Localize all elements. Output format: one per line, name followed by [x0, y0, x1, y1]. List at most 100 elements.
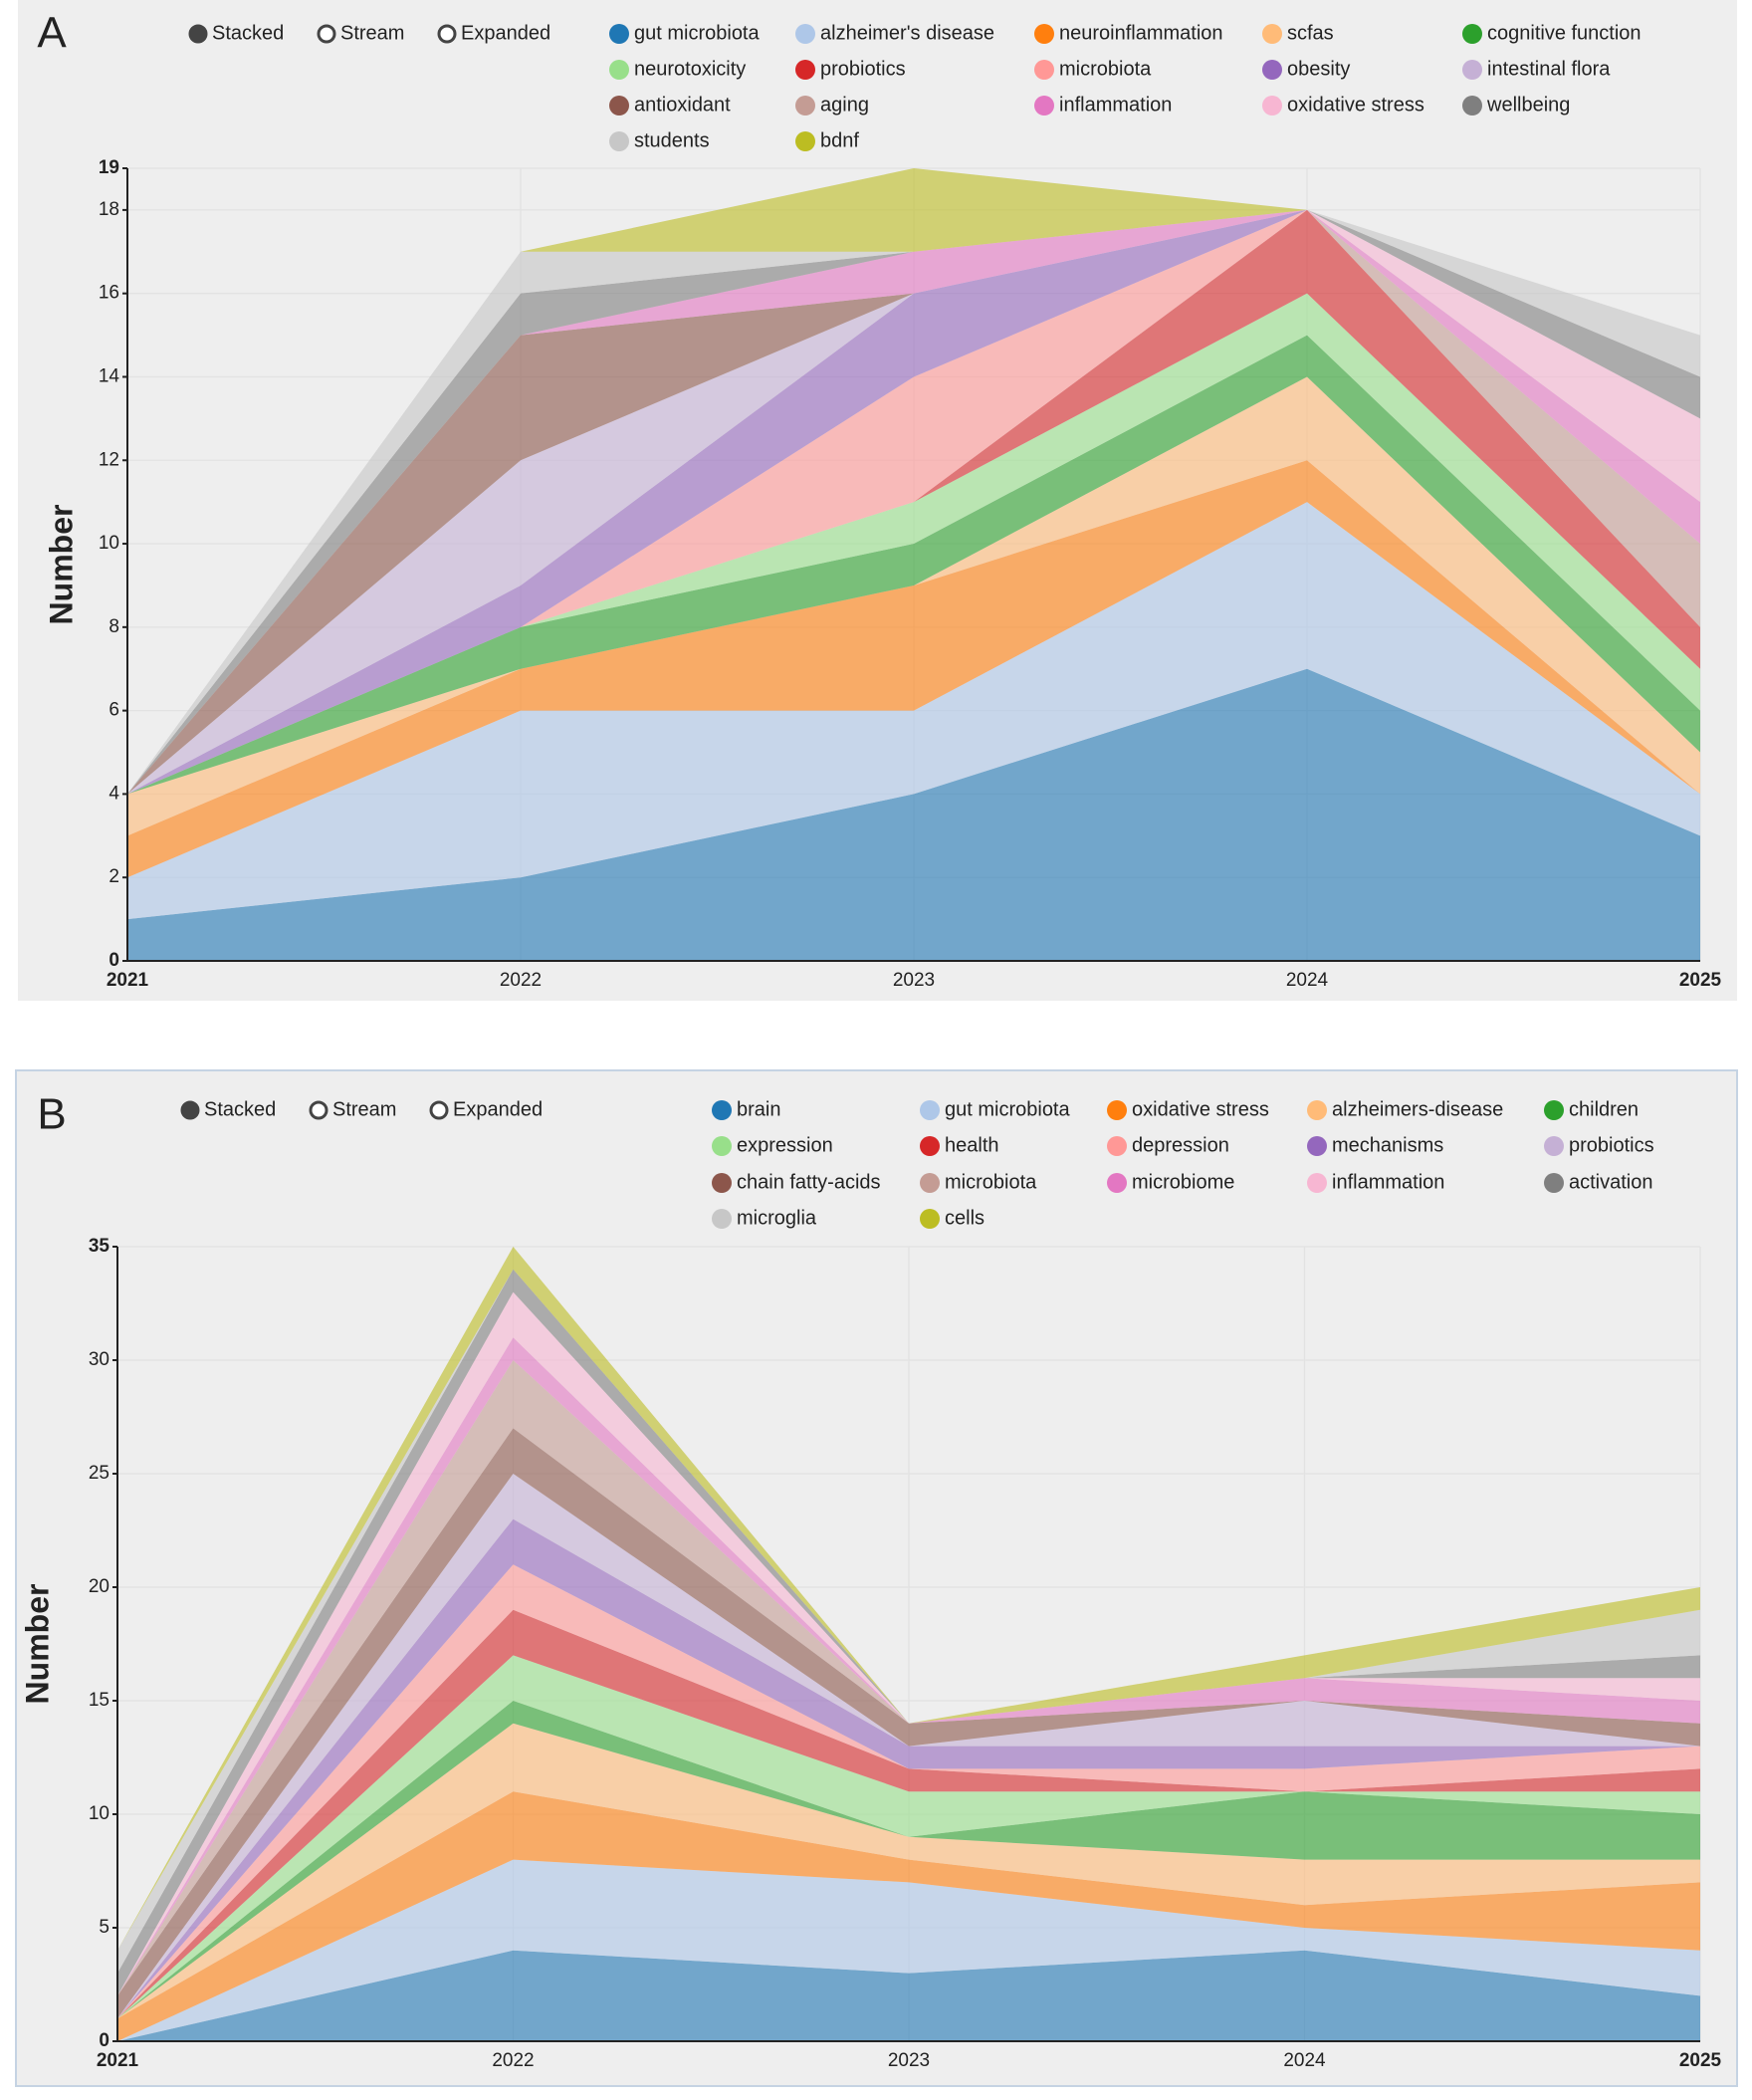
mode-label[interactable]: Stacked — [212, 22, 284, 44]
area — [127, 209, 1700, 795]
area — [127, 209, 1700, 795]
legend-swatch[interactable] — [1107, 1100, 1127, 1120]
mode-label[interactable]: Stacked — [204, 1098, 276, 1120]
legend-swatch[interactable] — [920, 1136, 940, 1156]
y-tick-label: 18 — [99, 199, 119, 220]
legend-swatch[interactable] — [795, 60, 815, 80]
legend-label[interactable]: antioxidant — [634, 94, 731, 116]
legend-swatch[interactable] — [1307, 1136, 1327, 1156]
x-tick-label: 2023 — [893, 970, 935, 991]
legend-label[interactable]: cells — [945, 1207, 985, 1229]
legend-swatch[interactable] — [795, 131, 815, 151]
legend-swatch[interactable] — [795, 96, 815, 116]
y-tick-label: 8 — [109, 616, 119, 637]
legend-label[interactable]: aging — [820, 94, 869, 116]
legend-swatch[interactable] — [1262, 96, 1282, 116]
legend-label[interactable]: health — [945, 1134, 999, 1156]
legend-swatch[interactable] — [1462, 24, 1482, 44]
legend-label[interactable]: probiotics — [820, 58, 906, 80]
legend-label[interactable]: activation — [1569, 1171, 1653, 1193]
legend-swatch[interactable] — [920, 1173, 940, 1193]
y-tick-label: 16 — [99, 283, 119, 304]
legend-swatch[interactable] — [712, 1209, 732, 1229]
legend-label[interactable]: intestinal flora — [1487, 58, 1611, 80]
legend-swatch[interactable] — [1107, 1136, 1127, 1156]
mode-radio[interactable] — [180, 1100, 200, 1120]
legend-swatch[interactable] — [1034, 24, 1054, 44]
panel-label: B — [37, 1090, 66, 1139]
legend-swatch[interactable] — [1307, 1173, 1327, 1193]
legend-label[interactable]: microbiota — [945, 1171, 1037, 1193]
legend-swatch[interactable] — [1544, 1136, 1564, 1156]
area — [117, 1701, 1700, 2019]
legend-swatch[interactable] — [712, 1136, 732, 1156]
legend-label[interactable]: depression — [1132, 1134, 1229, 1156]
legend-label[interactable]: students — [634, 129, 710, 151]
legend-swatch[interactable] — [1034, 96, 1054, 116]
legend-label[interactable]: neuroinflammation — [1059, 22, 1223, 44]
mode-radio[interactable] — [437, 24, 457, 44]
mode-radio[interactable] — [309, 1100, 328, 1120]
legend-label[interactable]: gut microbiota — [945, 1098, 1070, 1120]
legend-swatch[interactable] — [920, 1209, 940, 1229]
legend-swatch[interactable] — [920, 1100, 940, 1120]
legend-label[interactable]: oxidative stress — [1132, 1098, 1269, 1120]
area — [127, 209, 1700, 795]
legend-label[interactable]: bdnf — [820, 129, 859, 151]
x-tick-label: 2025 — [1679, 2050, 1722, 2071]
legend-label[interactable]: alzheimer's disease — [820, 22, 994, 44]
legend-swatch[interactable] — [1307, 1100, 1327, 1120]
mode-label[interactable]: Expanded — [461, 22, 550, 44]
legend-label[interactable]: scfas — [1287, 22, 1334, 44]
legend-label[interactable]: mechanisms — [1332, 1134, 1443, 1156]
x-tick-label: 2025 — [1679, 970, 1722, 991]
legend-label[interactable]: children — [1569, 1098, 1639, 1120]
legend-swatch[interactable] — [1262, 24, 1282, 44]
mode-radio[interactable] — [188, 24, 208, 44]
legend-label[interactable]: obesity — [1287, 58, 1350, 80]
legend-swatch[interactable] — [712, 1100, 732, 1120]
mode-label[interactable]: Stream — [332, 1098, 396, 1120]
x-tick-label: 2021 — [97, 2050, 139, 2071]
y-tick-label: 25 — [89, 1463, 110, 1484]
legend-label[interactable]: gut microbiota — [634, 22, 760, 44]
legend-swatch[interactable] — [1034, 60, 1054, 80]
legend-label[interactable]: cognitive function — [1487, 22, 1642, 44]
legend-swatch[interactable] — [1262, 60, 1282, 80]
legend-label[interactable]: chain fatty-acids — [737, 1171, 881, 1193]
legend-label[interactable]: wellbeing — [1486, 94, 1570, 116]
y-tick-label: 12 — [99, 449, 119, 470]
legend-swatch[interactable] — [1544, 1100, 1564, 1120]
area — [117, 1655, 1700, 2019]
mode-label[interactable]: Expanded — [453, 1098, 543, 1120]
legend-swatch[interactable] — [609, 96, 629, 116]
legend-swatch[interactable] — [712, 1173, 732, 1193]
legend-swatch[interactable] — [1462, 96, 1482, 116]
legend-swatch[interactable] — [1544, 1173, 1564, 1193]
legend-label[interactable]: microglia — [737, 1207, 817, 1229]
legend-swatch[interactable] — [1462, 60, 1482, 80]
legend-label[interactable]: alzheimers-disease — [1332, 1098, 1503, 1120]
mode-radio[interactable] — [429, 1100, 449, 1120]
y-tick-label: 5 — [99, 1917, 110, 1938]
mode-radio[interactable] — [317, 24, 336, 44]
legend-swatch[interactable] — [609, 60, 629, 80]
area — [117, 1859, 1700, 2041]
y-tick-label: 6 — [109, 700, 119, 721]
legend-label[interactable]: neurotoxicity — [634, 58, 746, 80]
legend-swatch[interactable] — [795, 24, 815, 44]
mode-label[interactable]: Stream — [340, 22, 404, 44]
legend-swatch[interactable] — [609, 24, 629, 44]
legend-swatch[interactable] — [609, 131, 629, 151]
legend-label[interactable]: microbiota — [1059, 58, 1152, 80]
legend-swatch[interactable] — [1107, 1173, 1127, 1193]
legend-label[interactable]: inflammation — [1332, 1171, 1444, 1193]
legend-label[interactable]: probiotics — [1569, 1134, 1654, 1156]
legend-label[interactable]: brain — [737, 1098, 780, 1120]
legend-label[interactable]: oxidative stress — [1287, 94, 1424, 116]
legend-label[interactable]: microbiome — [1132, 1171, 1234, 1193]
area — [117, 1723, 1700, 2019]
legend-label[interactable]: inflammation — [1059, 94, 1172, 116]
legend-label[interactable]: expression — [737, 1134, 833, 1156]
